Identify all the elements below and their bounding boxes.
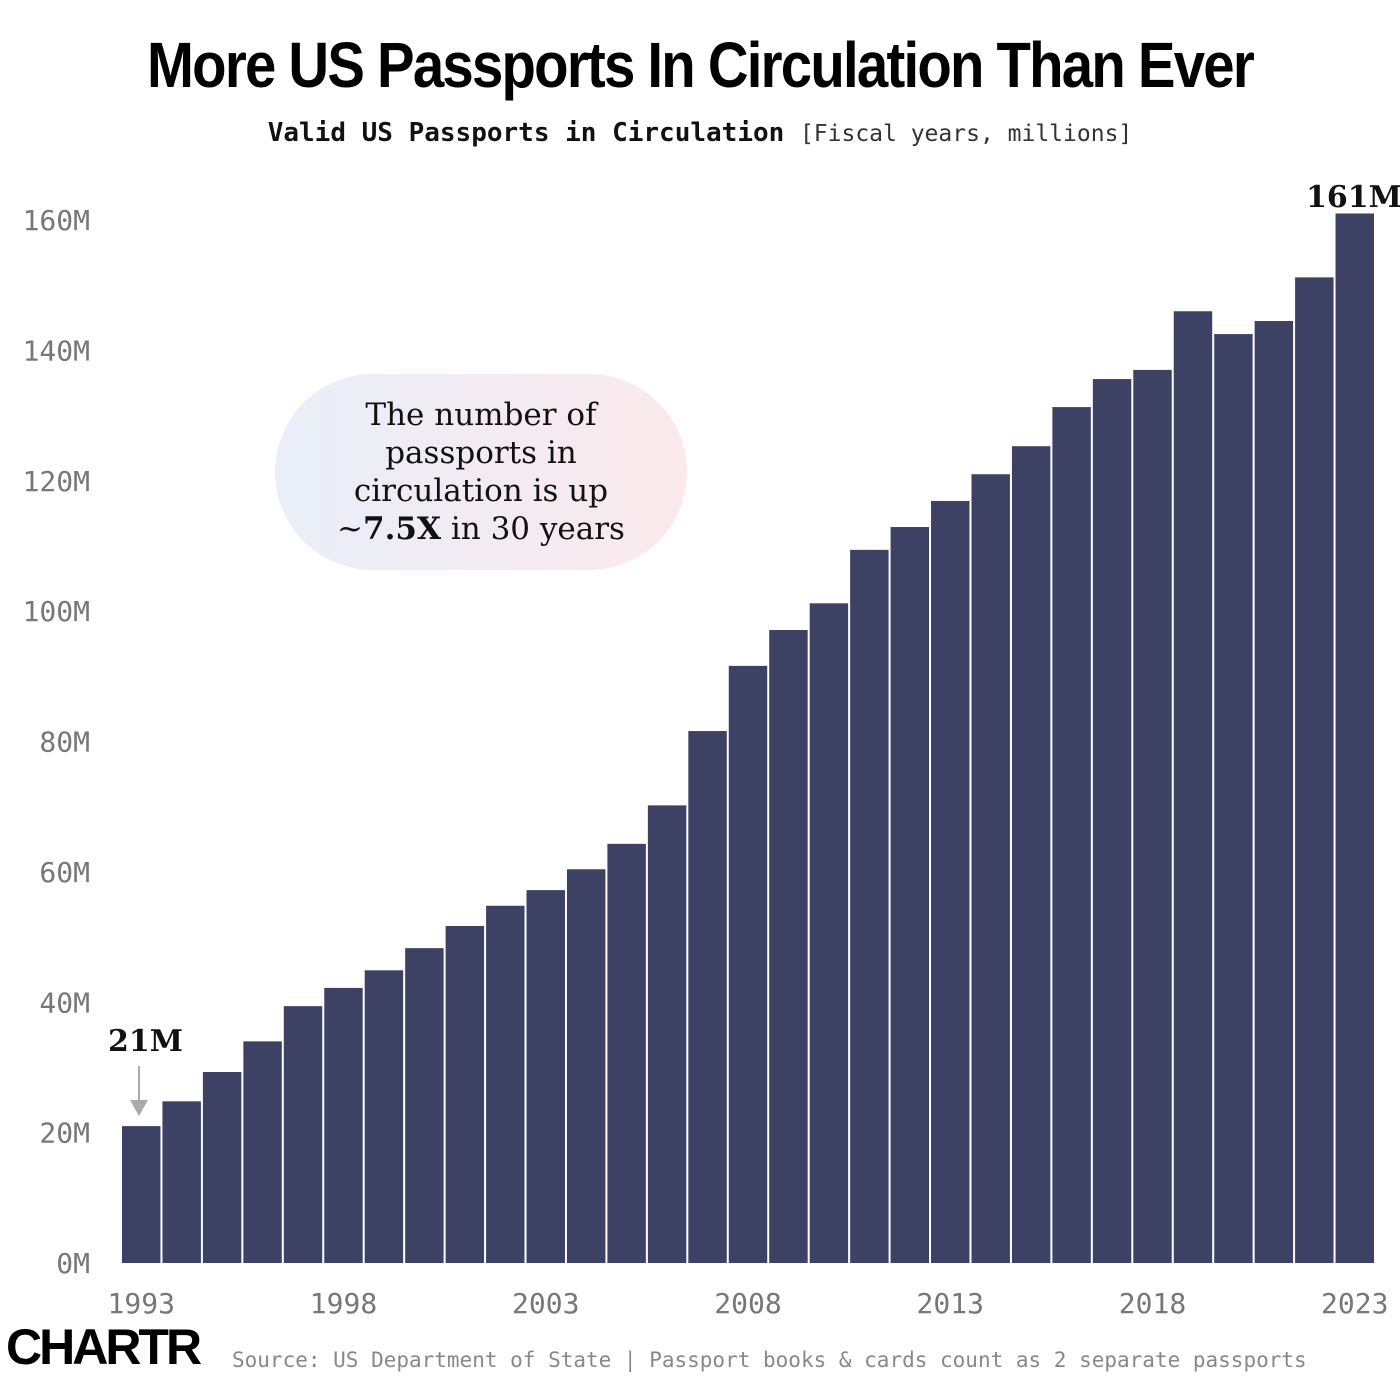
bar-2006	[647, 805, 687, 1263]
subtitle-units: [Fiscal years, millions]	[799, 121, 1133, 147]
y-tick-label: 120M	[23, 465, 90, 498]
bar-1993	[122, 1126, 161, 1263]
chart-subtitle: Valid US Passports in Circulation [Fisca…	[0, 118, 1400, 148]
annotation-line: circulation is up	[353, 473, 609, 509]
bar-1997	[283, 1006, 323, 1263]
bar-2018	[1133, 369, 1172, 1263]
bar-2007	[688, 731, 727, 1263]
bar-2017	[1092, 379, 1132, 1263]
annotation-line: passports in	[385, 435, 577, 471]
x-tick-label: 1998	[310, 1287, 377, 1320]
bar-2021	[1254, 321, 1294, 1263]
bar-2005	[607, 843, 646, 1263]
bar-2011	[850, 549, 889, 1263]
arrow-down-icon	[130, 1100, 148, 1116]
bar-2010	[809, 603, 849, 1263]
bar-1996	[243, 1041, 282, 1263]
x-tick-label: 1993	[108, 1287, 175, 1320]
x-tick-label: 2023	[1321, 1287, 1388, 1320]
y-tick-label: 140M	[23, 334, 90, 367]
y-tick-label: 100M	[23, 595, 90, 628]
bar-2023	[1335, 213, 1374, 1264]
bar-2004	[566, 869, 606, 1263]
x-tick-label: 2018	[1119, 1287, 1186, 1320]
chart-title: More US Passports In Circulation Than Ev…	[147, 29, 1255, 101]
x-tick-label: 2013	[917, 1287, 984, 1320]
bar-2013	[931, 500, 970, 1263]
bar-2001	[445, 925, 485, 1263]
y-tick-label: 0M	[56, 1247, 90, 1280]
annotation-bubble: The number of passports in circulation i…	[275, 374, 687, 570]
bar-1999	[364, 970, 404, 1263]
bar-1995	[202, 1072, 242, 1263]
source-note: Source: US Department of State | Passpor…	[232, 1348, 1307, 1372]
annotation-bold: 7.5X	[363, 511, 441, 547]
bar-1994	[162, 1101, 201, 1263]
bar-2003	[526, 890, 565, 1263]
chartr-logo: CHARTR	[6, 1319, 202, 1375]
bar-2009	[769, 630, 808, 1263]
bar-2020	[1214, 334, 1253, 1263]
x-tick-label: 2008	[714, 1287, 781, 1320]
first-value-label: 21M	[108, 1024, 183, 1059]
y-tick-label: 80M	[39, 726, 90, 759]
annotation-suffix: in 30 years	[441, 511, 625, 547]
annotation-line: ~7.5X in 30 years	[337, 510, 625, 548]
y-tick-label: 40M	[39, 986, 90, 1019]
x-tick-label: 2003	[512, 1287, 579, 1320]
bar-1998	[324, 987, 363, 1263]
bar-2000	[405, 948, 444, 1263]
bar-2022	[1295, 277, 1334, 1263]
y-tick-label: 60M	[39, 856, 90, 889]
bar-2015	[1011, 446, 1051, 1263]
y-tick-label: 160M	[23, 204, 90, 237]
bar-2019	[1173, 311, 1213, 1263]
y-tick-label: 20M	[39, 1117, 90, 1150]
annotation-line: The number of	[365, 397, 597, 433]
bar-2002	[486, 905, 525, 1263]
last-value-label: 161M	[1306, 180, 1400, 215]
bar-2016	[1052, 407, 1091, 1263]
annotation-prefix: ~	[337, 511, 364, 547]
subtitle-main: Valid US Passports in Circulation	[267, 118, 785, 148]
bar-2012	[890, 527, 930, 1263]
bar-2008	[728, 665, 768, 1263]
bar-2014	[971, 474, 1010, 1263]
